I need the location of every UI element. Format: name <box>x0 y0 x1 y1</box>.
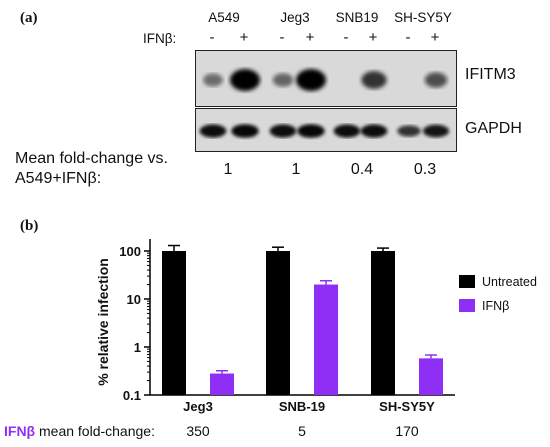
ifitm3-band-1 <box>203 73 223 87</box>
y-tick-label: 0.1 <box>123 388 141 403</box>
fold-change-caption-line1: Mean fold-change vs. <box>15 150 168 167</box>
fold-value-a549: 1 <box>223 161 233 178</box>
legend-swatch-untreated <box>459 275 475 288</box>
ifitm3-label: IFITM3 <box>465 66 516 83</box>
panel-a-label: (a) <box>20 10 38 26</box>
gapdh-band-7 <box>397 125 421 137</box>
lane-sign: + <box>305 29 315 46</box>
x-tick-label: SH-SY5Y <box>379 399 435 414</box>
fold-change-caption-line2: A549+IFNβ: <box>15 170 102 187</box>
lane-sign: + <box>368 29 378 46</box>
fold-value-jeg3: 1 <box>291 161 301 178</box>
gapdh-band-3 <box>269 124 297 138</box>
panel-b-label: (b) <box>20 218 39 234</box>
gapdh-band-2 <box>231 124 259 138</box>
ifitm3-blot-image <box>203 69 448 91</box>
bar-ifn-snb-19 <box>314 284 338 395</box>
treatment-label: IFNβ: <box>143 31 177 46</box>
bar-ifn-jeg3 <box>210 373 234 395</box>
gapdh-label: GAPDH <box>465 120 522 137</box>
cell-line-jeg3: Jeg3 <box>280 10 310 25</box>
lane-sign: + <box>239 29 249 46</box>
footer-value-snb19: 5 <box>298 423 306 439</box>
gapdh-band-8 <box>422 124 450 138</box>
lane-sign: - <box>209 29 215 46</box>
ifitm3-band-3 <box>272 73 294 87</box>
bar-untreated-snb-19 <box>266 251 290 395</box>
gapdh-band-5 <box>333 124 361 138</box>
legend-label: IFNβ <box>482 299 509 313</box>
x-tick-label: Jeg3 <box>183 399 213 414</box>
gapdh-band-4 <box>297 124 325 138</box>
ifitm3-band-8 <box>424 72 448 88</box>
y-axis-label: % relative infection <box>95 258 111 386</box>
ifitm3-blot <box>195 50 457 107</box>
x-tick-label: SNB-19 <box>279 399 325 414</box>
gapdh-band-6 <box>360 124 388 138</box>
footer-value-jeg3: 350 <box>186 423 210 439</box>
cell-line-shsy5y: SH-SY5Y <box>394 10 452 25</box>
ifitm3-band-2 <box>230 69 260 91</box>
y-tick-label: 10 <box>127 292 141 307</box>
gapdh-blot-image <box>199 124 450 138</box>
gapdh-blot <box>195 108 457 152</box>
fold-value-snb19: 0.4 <box>350 161 374 178</box>
y-tick-label: 1 <box>134 340 141 355</box>
gapdh-band-1 <box>199 124 227 138</box>
ifitm3-band-4 <box>296 69 326 91</box>
ifitm3-band-6 <box>361 71 387 89</box>
legend-label: Untreated <box>482 275 537 289</box>
footer-value-shsy5y: 170 <box>395 423 419 439</box>
footer-ifn-label: IFNβ <box>4 423 36 439</box>
lane-sign: - <box>279 29 285 46</box>
bar-untreated-jeg3 <box>162 251 186 395</box>
fold-value-shsy5y: 0.3 <box>413 161 437 178</box>
lane-sign: - <box>343 29 349 46</box>
cell-line-snb19: SNB19 <box>335 10 379 25</box>
lane-sign: - <box>405 29 411 46</box>
cell-line-a549: A549 <box>208 10 240 25</box>
bar-untreated-sh-sy5y <box>371 251 395 395</box>
bar-ifn-sh-sy5y <box>419 358 443 395</box>
footer-fold-caption: IFNβ mean fold-change: <box>4 423 155 439</box>
legend-swatch-ifn <box>459 299 475 312</box>
footer-caption-rest: mean fold-change: <box>35 423 155 439</box>
y-tick-label: 100 <box>119 244 141 259</box>
lane-sign: + <box>430 29 440 46</box>
